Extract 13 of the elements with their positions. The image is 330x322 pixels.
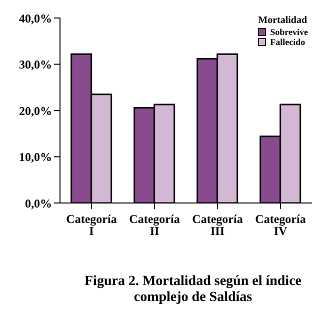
legend-title: Mortalidad — [258, 15, 308, 26]
x-tick-label: Categoría IV — [255, 212, 306, 238]
y-tick-label: 30,0% — [19, 58, 52, 72]
y-tick-label: 0,0% — [25, 196, 52, 210]
x-tick-label: Categoría I — [66, 212, 117, 238]
y-tick-label: 20,0% — [19, 104, 52, 118]
y-tick-label: 40,0% — [19, 11, 52, 26]
text: Figura 2. Mortalidad según el índice complejo de Saldías — [84, 274, 302, 306]
x-tick-label: Categoría III — [192, 212, 243, 238]
x-tick-label: Categoría II — [129, 212, 180, 238]
legend-label: Fallecido — [269, 37, 306, 47]
y-tick-label: 10,0% — [19, 150, 52, 164]
legend-label: Sobrevive — [269, 27, 308, 37]
